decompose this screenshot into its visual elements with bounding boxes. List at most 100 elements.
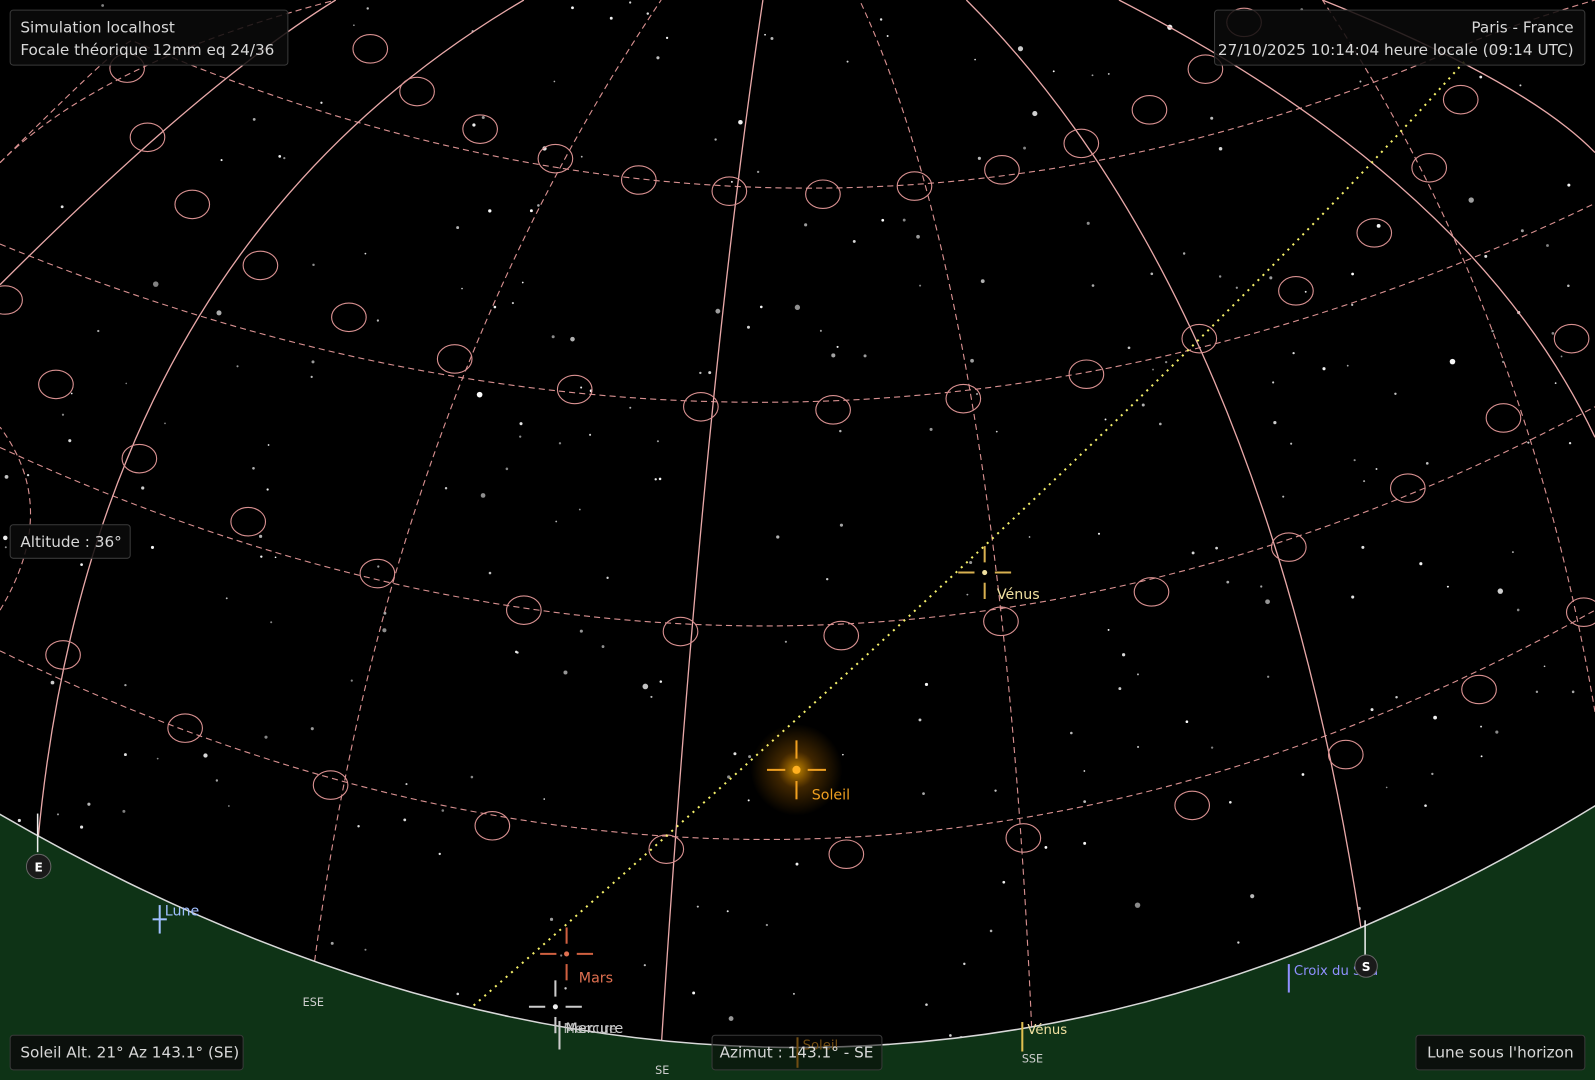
star	[665, 36, 669, 39]
star	[320, 101, 323, 104]
star	[1433, 715, 1437, 720]
star	[1446, 585, 1449, 588]
object-label: Vénus	[997, 587, 1040, 603]
altitude-circle	[0, 0, 336, 164]
star	[4, 474, 9, 479]
star	[1002, 880, 1006, 884]
star	[123, 753, 127, 757]
star	[650, 695, 653, 698]
star	[606, 576, 609, 579]
star	[1282, 495, 1285, 498]
mercury[interactable]	[552, 1004, 558, 1010]
star	[1122, 653, 1126, 657]
star	[1215, 546, 1218, 550]
azimuth-box[interactable]: Azimut : 143.1° - SE	[711, 1034, 883, 1071]
star	[50, 680, 55, 685]
venus-crosshair	[958, 546, 1012, 599]
grid-marker	[1278, 276, 1314, 306]
star	[1520, 229, 1524, 233]
star	[919, 284, 922, 287]
star	[555, 520, 558, 523]
star	[1351, 595, 1355, 599]
star	[839, 523, 844, 527]
star	[609, 16, 613, 20]
venus[interactable]	[982, 570, 988, 576]
grid-marker	[815, 395, 851, 425]
star	[1164, 360, 1168, 364]
star	[1419, 562, 1423, 566]
star	[1017, 46, 1024, 52]
star	[974, 58, 976, 61]
grid-marker	[1389, 473, 1426, 503]
star	[1210, 746, 1214, 749]
grid-marker	[556, 374, 593, 405]
star	[470, 775, 474, 779]
star	[708, 371, 712, 375]
star	[225, 597, 228, 600]
star	[366, 7, 369, 10]
star	[61, 413, 65, 416]
grid-marker	[828, 839, 865, 870]
star	[1567, 284, 1570, 288]
star	[714, 138, 717, 141]
star	[1086, 221, 1090, 225]
star	[1272, 381, 1275, 384]
star	[461, 287, 463, 290]
star	[764, 33, 766, 36]
star	[1044, 846, 1048, 849]
star	[1370, 708, 1374, 712]
star	[1235, 286, 1238, 289]
star	[310, 727, 314, 731]
status-text: Lune sous l'horizon	[1427, 1044, 1573, 1062]
star	[511, 301, 514, 305]
star	[646, 12, 649, 15]
star	[519, 422, 523, 426]
sun[interactable]	[792, 765, 801, 774]
star	[726, 910, 729, 913]
grid-marker	[174, 189, 211, 220]
star	[456, 226, 460, 230]
box-bg	[9, 1034, 244, 1071]
star	[283, 157, 286, 160]
star	[1182, 252, 1186, 255]
star	[1091, 74, 1094, 77]
location-text: 27/10/2025 10:14:04 heure locale (09:14 …	[1218, 41, 1574, 59]
star	[252, 466, 255, 470]
star	[551, 335, 555, 339]
star	[995, 430, 998, 433]
star	[963, 962, 966, 966]
star	[97, 329, 100, 333]
star	[1353, 459, 1356, 462]
altitude-circle	[0, 202, 1595, 403]
star	[270, 621, 273, 624]
star	[1385, 786, 1388, 789]
star	[353, 24, 355, 27]
star	[980, 279, 985, 284]
star	[350, 679, 353, 682]
star	[266, 488, 269, 491]
star	[656, 56, 660, 60]
star	[881, 218, 885, 222]
star	[1394, 392, 1397, 395]
grid-marker	[711, 176, 748, 206]
star	[4, 546, 7, 549]
star	[1107, 72, 1110, 75]
star	[488, 571, 492, 575]
header-text: Simulation localhost	[20, 19, 175, 37]
object-label: Mercure	[566, 1021, 624, 1037]
compass-label: S	[1362, 960, 1371, 974]
star	[264, 735, 268, 739]
mars[interactable]	[564, 951, 570, 957]
star	[1052, 70, 1055, 73]
star	[216, 310, 222, 316]
mercury-crosshair	[528, 980, 582, 1034]
star	[1516, 608, 1520, 612]
grid-marker	[1068, 359, 1105, 390]
header-text: Focale théorique 12mm eq 24/36	[20, 41, 274, 59]
star	[278, 155, 282, 158]
box-bg	[9, 524, 131, 559]
altitude-circle	[0, 609, 1595, 841]
star	[1346, 364, 1349, 367]
star	[228, 805, 230, 807]
star	[1484, 254, 1488, 258]
